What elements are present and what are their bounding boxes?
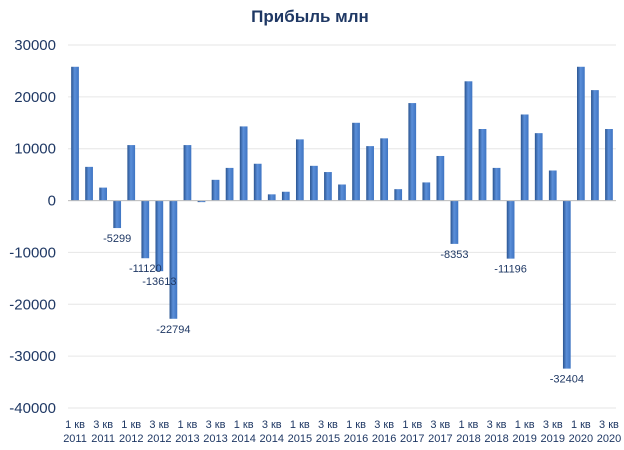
bar (506, 200, 515, 259)
data-label: -11120 (129, 263, 162, 275)
data-label: -32404 (550, 374, 584, 386)
bar (113, 200, 122, 229)
bar (352, 122, 360, 201)
bar (591, 90, 599, 201)
x-tick-label: 3 кв 2015 (316, 419, 340, 445)
bar (450, 200, 459, 244)
bar (464, 81, 473, 201)
bar (436, 155, 445, 201)
data-label: -5299 (103, 233, 131, 245)
bar (605, 129, 613, 201)
bar (380, 138, 389, 201)
bar (211, 179, 220, 201)
bar (520, 114, 529, 201)
bar (492, 167, 501, 201)
x-tick-label: 1 кв 2016 (344, 419, 368, 445)
x-tick-label: 3 кв 2012 (147, 419, 171, 445)
x-tick-label: 1 кв 2020 (569, 419, 593, 445)
y-tick-label: 0 (48, 193, 56, 210)
y-tick-label: 10000 (14, 141, 56, 158)
y-tick-label: -40000 (9, 400, 56, 417)
bar (127, 145, 136, 201)
bar (253, 163, 262, 201)
bar (534, 133, 543, 201)
bar (478, 129, 487, 201)
bar (562, 200, 571, 369)
data-label: -22794 (156, 324, 190, 336)
bars (71, 66, 613, 369)
grid-lines (68, 44, 616, 409)
bar (267, 194, 276, 201)
data-labels: -5299 -11120-13613 -22794 -8353 -11196 -32404 (103, 233, 584, 386)
x-tick-label: 1 кв 2018 (456, 419, 480, 445)
y-axis-ticks: 30000 20000 10000 0 -10000 -20000 -30000 -40000 (9, 37, 56, 417)
chart-title: Прибыль млн (251, 7, 369, 26)
data-label: -8353 (440, 249, 468, 261)
bar (408, 103, 417, 201)
y-tick-label: 30000 (14, 37, 56, 54)
bar (141, 200, 150, 259)
x-tick-label: 1 кв 2014 (231, 419, 255, 445)
bar (155, 200, 164, 272)
x-tick-label: 3 кв 2020 (597, 419, 621, 445)
x-tick-label: 1 кв 2019 (512, 419, 536, 445)
bar (169, 200, 178, 319)
bar (183, 145, 192, 201)
x-tick-label: 3 кв 2017 (428, 419, 452, 445)
x-tick-label: 3 кв 2019 (541, 419, 565, 445)
bar (310, 165, 318, 201)
x-tick-label: 3 кв 2013 (203, 419, 227, 445)
x-tick-label: 3 кв 2016 (372, 419, 396, 445)
x-tick-label: 1 кв 2011 (63, 419, 87, 445)
bar (71, 66, 79, 201)
bar (281, 191, 290, 201)
x-tick-label: 1 кв 2013 (175, 419, 199, 445)
bar (99, 187, 107, 201)
bar (422, 182, 431, 201)
x-tick-label: 1 кв 2012 (119, 419, 143, 445)
x-tick-label: 3 кв 2014 (260, 419, 284, 445)
x-tick-label: 3 кв 2018 (484, 419, 508, 445)
data-label: -13613 (142, 276, 176, 288)
bar (239, 126, 248, 201)
bar (85, 166, 93, 201)
bar (324, 172, 332, 201)
bar (225, 167, 234, 201)
bar (338, 184, 346, 201)
bar (394, 189, 403, 201)
x-tick-label: 1 кв 2017 (400, 419, 424, 445)
bar (295, 139, 304, 201)
bar (197, 200, 206, 203)
bar (548, 170, 557, 201)
y-tick-label: -30000 (9, 348, 56, 365)
y-tick-label: -20000 (9, 296, 56, 313)
data-label: -11196 (494, 264, 527, 276)
y-tick-label: 20000 (14, 89, 56, 106)
x-tick-label: 1 кв 2015 (288, 419, 312, 445)
x-tick-label: 3 кв 2011 (91, 419, 115, 445)
y-tick-label: -10000 (9, 244, 56, 261)
bar (366, 146, 374, 201)
bar (577, 66, 585, 201)
